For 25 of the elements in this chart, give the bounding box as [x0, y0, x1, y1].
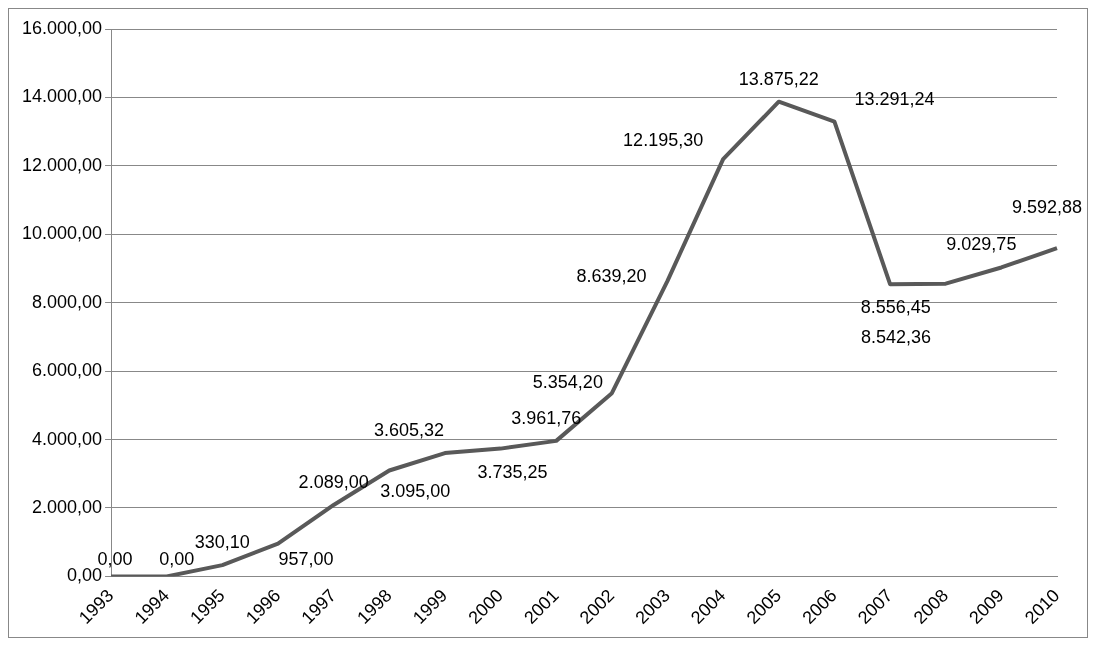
data-label: 12.195,30 [623, 130, 704, 151]
y-tick-label: 12.000,00 [22, 154, 103, 175]
data-label: 3.961,76 [511, 407, 582, 428]
data-label: 8.556,45 [860, 296, 931, 317]
data-label: 3.735,25 [477, 461, 548, 482]
data-label: 13.875,22 [738, 68, 819, 89]
data-label: 330,10 [194, 532, 250, 553]
data-label: 3.095,00 [380, 481, 451, 502]
y-tick-label: 6.000,00 [32, 360, 103, 381]
y-tick-label: 16.000,00 [22, 17, 103, 38]
data-label: 9.029,75 [946, 234, 1017, 255]
data-label: 3.605,32 [373, 420, 444, 441]
y-tick-label: 14.000,00 [22, 86, 103, 107]
y-tick-label: 8.000,00 [32, 291, 103, 312]
y-tick-label: 10.000,00 [22, 223, 103, 244]
y-tick-label: 4.000,00 [32, 428, 103, 449]
data-label: 5.354,20 [532, 372, 603, 393]
data-label: 2.089,00 [298, 471, 369, 492]
data-label: 8.639,20 [576, 265, 647, 286]
data-label: 0,00 [159, 549, 195, 570]
data-label: 13.291,24 [854, 88, 935, 109]
data-label: 957,00 [278, 548, 334, 569]
data-label: 9.592,88 [1011, 197, 1083, 218]
data-label: 8.542,36 [861, 327, 932, 348]
y-tick-label: 2.000,00 [32, 496, 103, 517]
